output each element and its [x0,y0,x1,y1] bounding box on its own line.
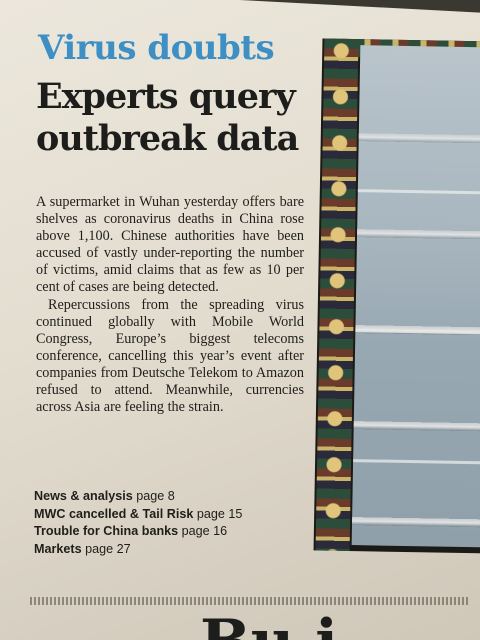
empty-shelves [351,45,480,548]
reference-page: page 16 [181,524,228,538]
paragraph: Repercussions from the spreading virus c… [36,296,304,416]
headline: Experts query outbreak data [36,76,299,159]
article-body: A supermarket in Wuhan yesterday offers … [36,194,304,416]
kicker: Virus doubts [38,28,275,68]
reference-item: MWC cancelled & Tail Risk page 15 [34,506,314,524]
section-divider [30,597,470,605]
supermarket-photo [313,38,480,554]
reference-label: Trouble for China banks [34,524,179,538]
page-references: News & analysis page 8 MWC cancelled & T… [34,488,314,558]
reference-page: page 15 [196,506,243,521]
reference-page: page 27 [85,541,131,556]
reference-label: MWC cancelled & Tail Risk [34,506,194,521]
reference-page: page 8 [136,489,175,503]
reference-label: News & analysis [34,489,133,503]
reference-label: Markets [34,541,82,556]
reference-item: News & analysis page 8 [34,488,314,506]
next-article-headline: Bu i [200,612,338,640]
reference-item: Trouble for China banks page 16 [34,523,314,541]
paragraph: A supermarket in Wuhan yesterday offers … [36,194,304,296]
reference-item: Markets page 27 [34,541,314,559]
